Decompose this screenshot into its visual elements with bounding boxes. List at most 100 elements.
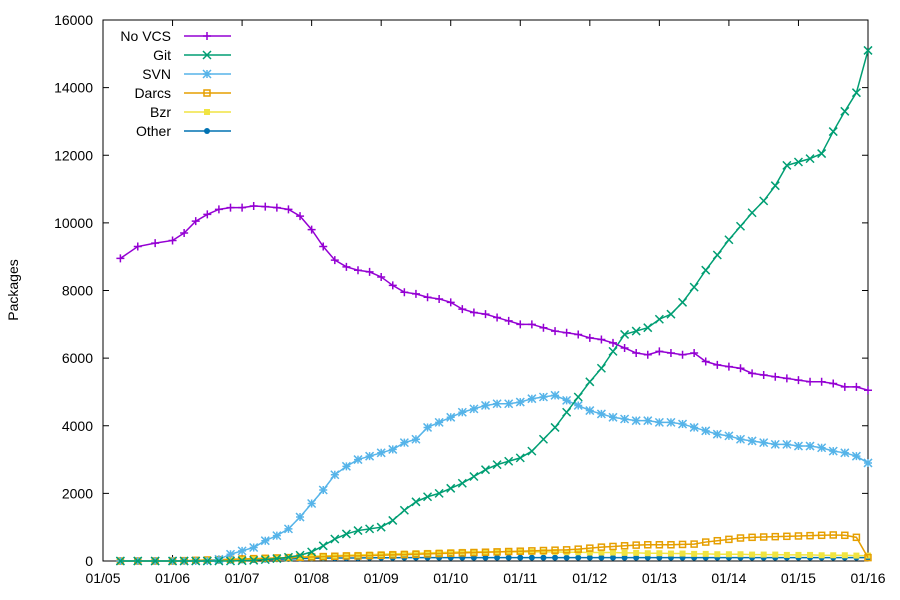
data-point bbox=[655, 541, 664, 549]
data-point bbox=[226, 203, 235, 212]
data-point bbox=[759, 438, 769, 448]
data-point bbox=[621, 554, 628, 561]
data-point bbox=[354, 552, 362, 560]
data-point bbox=[563, 554, 570, 561]
data-point bbox=[538, 434, 548, 444]
data-point bbox=[633, 549, 640, 556]
x-tick-label: 01/06 bbox=[155, 570, 190, 586]
y-tick-label: 8000 bbox=[62, 283, 93, 299]
data-point bbox=[376, 448, 386, 458]
data-point bbox=[527, 320, 536, 329]
data-point bbox=[806, 531, 814, 540]
data-point bbox=[423, 422, 433, 432]
data-point bbox=[596, 409, 606, 419]
data-point bbox=[307, 498, 317, 509]
data-point bbox=[435, 294, 444, 303]
data-point bbox=[598, 554, 605, 561]
data-point bbox=[272, 554, 282, 564]
data-point bbox=[249, 555, 259, 565]
legend-marker bbox=[204, 109, 210, 115]
data-point bbox=[598, 549, 605, 556]
data-point bbox=[771, 532, 780, 541]
data-point bbox=[342, 262, 351, 271]
data-point bbox=[237, 546, 247, 556]
data-point bbox=[620, 414, 630, 424]
y-tick-label: 12000 bbox=[54, 147, 93, 163]
data-point bbox=[609, 542, 617, 551]
data-point bbox=[470, 548, 478, 557]
data-point bbox=[573, 400, 583, 410]
series-darcs bbox=[116, 531, 872, 565]
data-point bbox=[151, 239, 160, 248]
data-point bbox=[562, 328, 571, 337]
data-point bbox=[261, 202, 270, 211]
data-point bbox=[574, 330, 583, 339]
data-point bbox=[411, 497, 421, 507]
data-point bbox=[550, 390, 560, 400]
data-point bbox=[493, 548, 501, 556]
data-point bbox=[852, 382, 861, 391]
data-point bbox=[400, 288, 409, 297]
data-point bbox=[214, 205, 223, 214]
data-point bbox=[504, 456, 514, 466]
data-point bbox=[654, 417, 664, 427]
data-point bbox=[446, 412, 456, 422]
data-point bbox=[481, 310, 490, 319]
data-point bbox=[423, 492, 433, 502]
y-tick-label: 14000 bbox=[54, 80, 93, 96]
data-point bbox=[679, 550, 686, 557]
data-point bbox=[423, 550, 432, 558]
data-point bbox=[817, 377, 826, 386]
data-point bbox=[365, 551, 374, 560]
data-point bbox=[434, 417, 444, 427]
data-point bbox=[260, 555, 270, 565]
data-point bbox=[736, 364, 745, 373]
data-point bbox=[515, 453, 525, 463]
data-point bbox=[191, 556, 201, 566]
plot-border bbox=[102, 19, 869, 562]
data-point bbox=[480, 400, 491, 410]
data-point bbox=[654, 314, 664, 324]
data-point bbox=[260, 536, 270, 546]
data-point bbox=[807, 551, 814, 558]
data-point bbox=[783, 532, 791, 541]
data-point bbox=[284, 205, 293, 214]
legend-marker bbox=[204, 128, 210, 134]
data-point bbox=[238, 203, 247, 212]
y-tick-label: 6000 bbox=[62, 350, 93, 366]
data-point bbox=[596, 363, 606, 373]
data-point bbox=[225, 549, 236, 559]
data-point bbox=[631, 326, 641, 336]
y-axis: 0 2000 4000 6000 8000 10000 12000 14000 16000 bbox=[54, 12, 868, 569]
data-point bbox=[806, 377, 815, 386]
data-point bbox=[388, 281, 397, 290]
data-point bbox=[150, 556, 160, 566]
data-point bbox=[527, 394, 537, 404]
data-point bbox=[469, 404, 479, 414]
data-point bbox=[457, 407, 467, 417]
data-point bbox=[331, 552, 339, 561]
data-point bbox=[378, 551, 385, 558]
data-point bbox=[515, 397, 525, 407]
data-point bbox=[574, 545, 582, 553]
plot-frame bbox=[102, 19, 869, 562]
data-point bbox=[793, 441, 803, 451]
data-point bbox=[830, 552, 837, 559]
data-point bbox=[133, 242, 142, 251]
data-point bbox=[644, 541, 652, 549]
data-point bbox=[550, 422, 560, 432]
data-point bbox=[447, 549, 454, 556]
data-point bbox=[400, 550, 409, 559]
data-point bbox=[643, 323, 653, 333]
data-point bbox=[724, 362, 733, 371]
y-axis-label: Packages bbox=[5, 259, 21, 320]
data-point bbox=[318, 485, 328, 495]
data-point bbox=[828, 127, 838, 137]
data-point bbox=[551, 546, 559, 554]
data-point bbox=[585, 333, 594, 342]
data-point bbox=[481, 548, 490, 556]
data-point bbox=[168, 556, 178, 566]
data-point bbox=[412, 550, 420, 558]
data-point bbox=[505, 554, 512, 561]
